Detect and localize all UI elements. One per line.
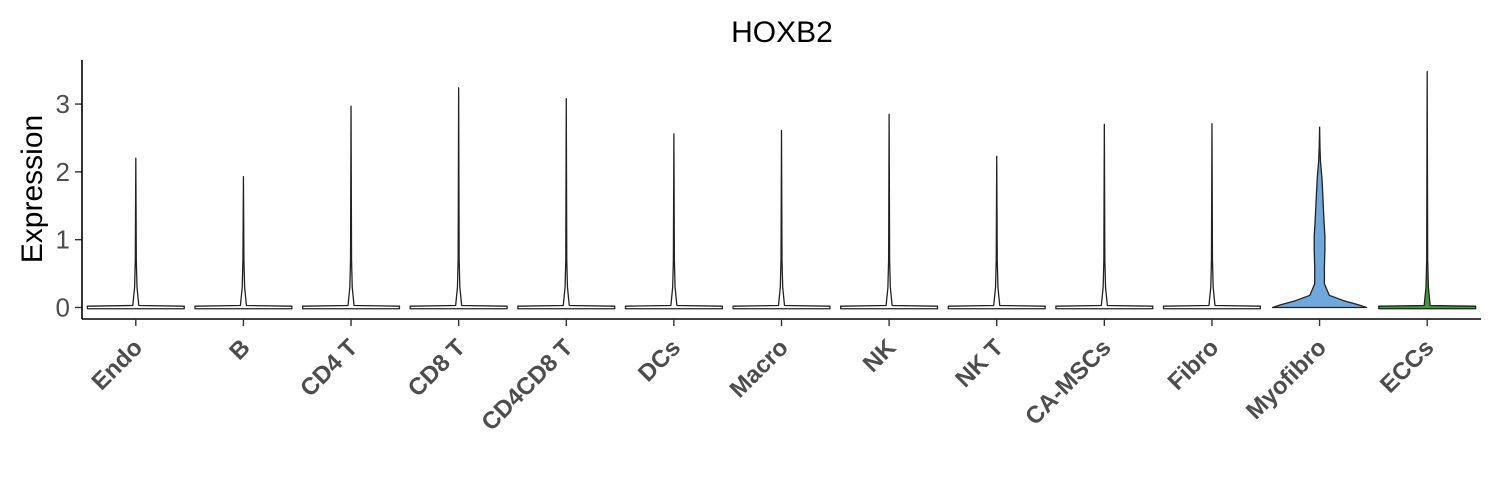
violin-cd8-t [409, 87, 508, 310]
violin-eccs [1378, 70, 1477, 310]
violin-dcs [624, 133, 723, 310]
violin-ca-mscs [1055, 123, 1154, 310]
violins [86, 70, 1477, 310]
x-tick-label: Myofibro [1241, 334, 1332, 425]
violin-fibro [1162, 123, 1262, 310]
x-tick-label: NK [858, 334, 902, 378]
violin-nk [840, 113, 939, 310]
x-tick-label: CD8 T [403, 334, 471, 402]
x-tick-label: CD4CD8 T [476, 334, 578, 436]
violin-cd4cd8-t [517, 97, 616, 310]
x-tick-label: NK T [950, 334, 1009, 393]
y-tick-label: 0 [56, 292, 70, 322]
x-tick-label: Fibro [1163, 334, 1225, 396]
x-tick-label: ECCs [1375, 334, 1439, 398]
y-tick-label: 2 [56, 157, 70, 187]
x-tick-label: CD4 T [295, 334, 363, 402]
violin-endo [86, 157, 185, 310]
x-tick-label: Endo [87, 334, 149, 396]
violin-myofibro [1271, 126, 1368, 309]
x-tick-label: CA-MSCs [1020, 334, 1116, 430]
violin-macro [732, 129, 831, 310]
chart-title: HOXB2 [731, 16, 833, 49]
x-tick-label: Macro [725, 334, 794, 403]
violin-cd4-t [301, 105, 401, 310]
x-tick-label: B [224, 334, 255, 365]
y-axis-ticks: 0 1 2 3 [56, 89, 82, 322]
x-tick-label: DCs [633, 334, 686, 387]
y-axis-label: Expression [16, 115, 49, 263]
violin-b [194, 175, 293, 310]
x-axis-ticks: Endo B CD4 T CD8 T CD4CD8 T DCs Macro NK NK T CA-… [87, 319, 1439, 436]
y-tick-label: 3 [56, 89, 70, 119]
y-tick-label: 1 [56, 225, 70, 255]
violin-nk-t [947, 155, 1046, 310]
